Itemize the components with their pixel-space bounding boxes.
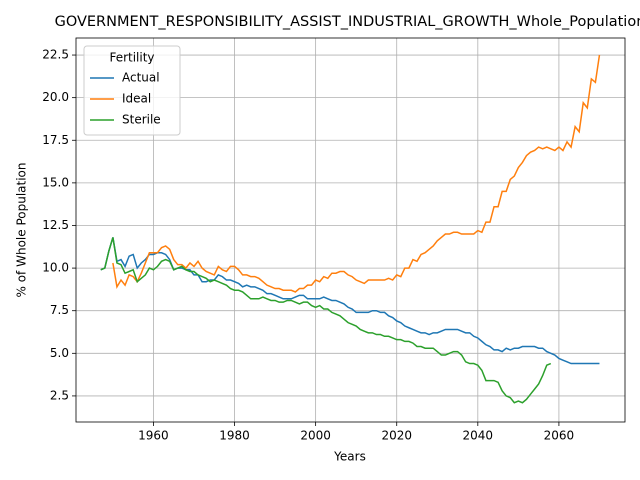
legend-title: Fertility — [109, 51, 154, 65]
x-tick-label: 2060 — [544, 429, 575, 443]
y-tick-label: 17.5 — [42, 133, 69, 147]
x-tick-label: 1980 — [219, 429, 250, 443]
legend-box — [83, 45, 181, 136]
legend-label: Sterile — [122, 113, 161, 127]
legend-label: Ideal — [122, 92, 151, 106]
legend-label: Actual — [122, 71, 160, 85]
y-tick-label: 2.5 — [50, 388, 69, 402]
x-tick-label: 2040 — [463, 429, 494, 443]
y-tick-label: 22.5 — [42, 48, 69, 62]
y-axis-label: % of Whole Population — [15, 163, 29, 298]
y-tick-label: 12.5 — [42, 218, 69, 232]
series-line — [100, 237, 552, 404]
y-tick-label: 7.5 — [50, 303, 69, 317]
plot-frame — [75, 37, 626, 423]
series-line — [112, 54, 601, 293]
y-tick-label: 20.0 — [42, 90, 69, 104]
y-tick-label: 15.0 — [42, 175, 69, 189]
x-tick-label: 2020 — [381, 429, 412, 443]
x-axis-label: Years — [333, 450, 366, 464]
chart-title: GOVERNMENT_RESPONSIBILITY_ASSIST_INDUSTR… — [55, 14, 640, 30]
y-tick-label: 10.0 — [42, 261, 69, 275]
y-tick-label: 5.0 — [50, 346, 69, 360]
x-tick-label: 2000 — [300, 429, 331, 443]
x-tick-label: 1960 — [138, 429, 169, 443]
